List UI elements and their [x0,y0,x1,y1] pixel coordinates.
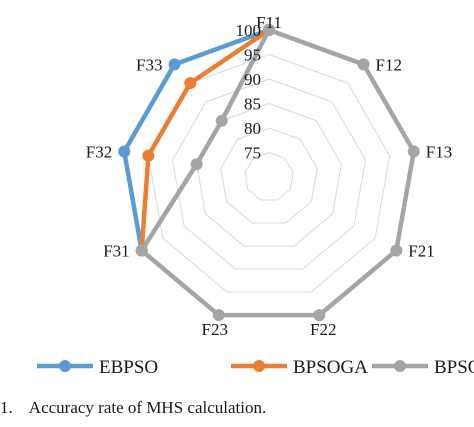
point-bpsoga-f32 [142,149,155,162]
legend-item-bpsoga: BPSOGA [231,357,368,378]
category-label-f21: F21 [408,242,434,261]
point-bpso-f11 [263,24,275,36]
legend-item-ebpso: EBPSO [37,357,158,378]
tick-label-80: 80 [244,119,261,138]
series-bpso [135,24,420,322]
point-bpso-f13 [407,145,420,158]
legend-swatch-marker [59,360,71,372]
series-group [118,24,420,322]
point-bpso-f21 [390,244,403,257]
legend-swatch-marker [394,360,406,372]
category-labels: F11 F12 F13 F21 F22 F23 F31 F32 F33 [86,13,452,339]
legend: EBPSO BPSOGA BPSO [37,357,474,378]
point-bpso-f33 [215,114,228,127]
radial-tick-labels: 75 80 85 90 95 100 [236,21,262,163]
tick-label-85: 85 [244,95,261,114]
point-bpsoga-f33 [184,77,197,90]
point-bpso-f31 [135,244,148,257]
point-bpso-f12 [357,58,370,71]
category-label-f11: F11 [256,13,282,32]
grid-ring-90 [171,78,367,270]
point-ebpso-f32 [118,145,131,158]
series-line-bpsoga [139,28,271,251]
category-label-f31: F31 [103,242,129,261]
legend-label-bpsoga: BPSOGA [293,357,368,378]
category-label-f13: F13 [426,142,452,161]
legend-label-bpso: BPSO [434,357,474,378]
legend-swatch-marker [253,360,265,372]
category-label-f23: F23 [201,320,227,339]
point-bpso-f32 [190,158,203,171]
tick-label-75: 75 [244,144,261,163]
category-label-f33: F33 [136,55,162,74]
point-ebpso-f33 [168,58,181,71]
point-bpso-f23 [212,309,225,322]
tick-label-100: 100 [236,21,262,40]
grid-ring-80 [220,127,318,224]
series-line-ebpso [121,27,270,251]
figure-caption: 1. Accuracy rate of MHS calculation. [0,398,267,417]
legend-item-bpso: BPSO [372,357,474,378]
category-label-f32: F32 [86,142,112,161]
tick-label-90: 90 [244,70,261,89]
point-bpso-f22 [313,309,326,322]
legend-label-ebpso: EBPSO [99,357,158,378]
category-label-f22: F22 [310,320,336,339]
series-line-bpso [139,27,417,318]
tick-label-95: 95 [244,46,261,65]
grid-ring-75 [244,151,294,201]
category-label-f12: F12 [375,55,401,74]
